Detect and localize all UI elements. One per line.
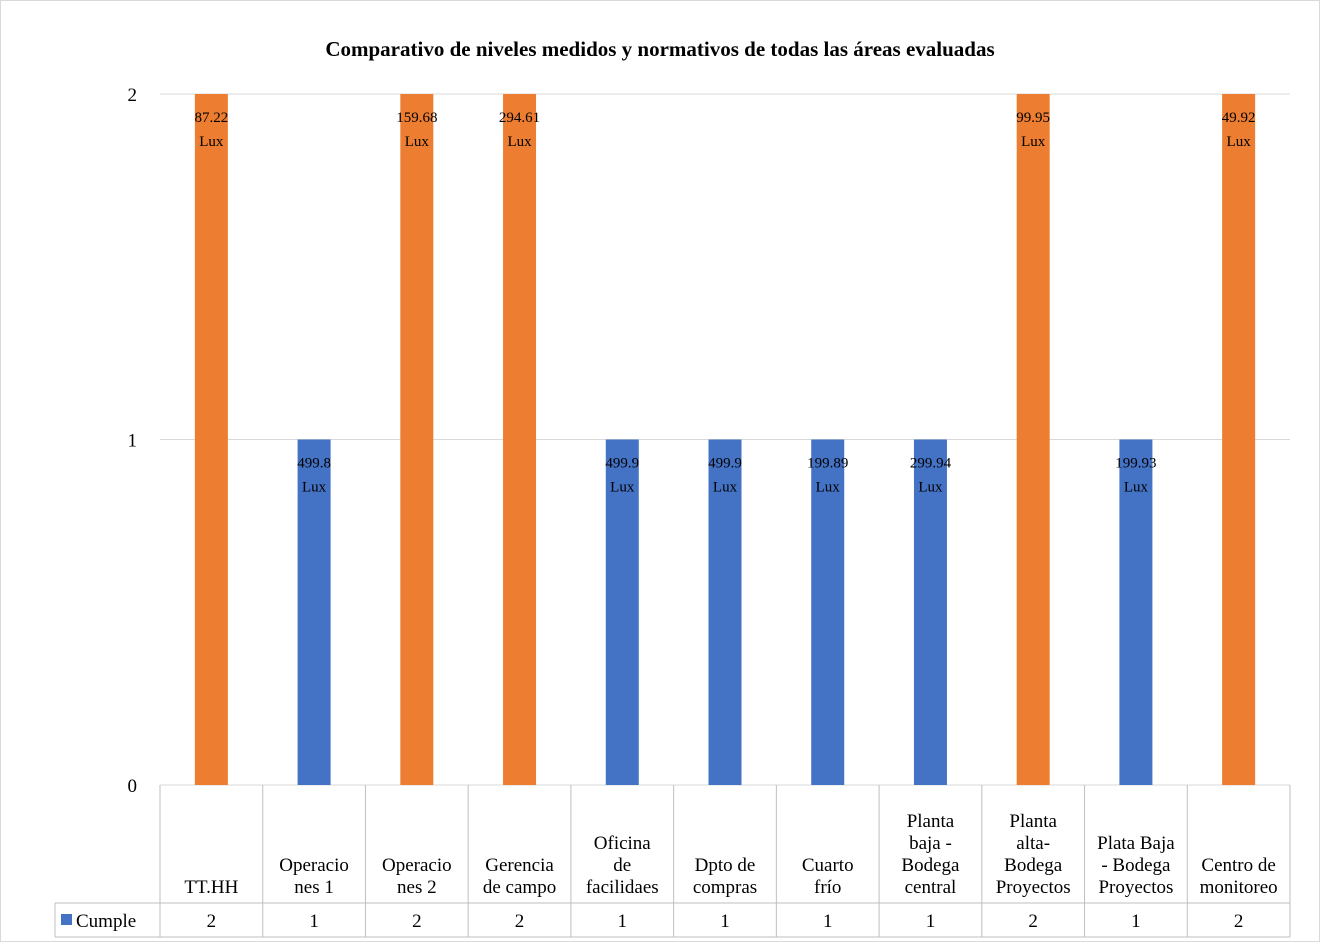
bar — [297, 439, 331, 785]
data-label-unit: Lux — [918, 480, 943, 496]
y-tick-label: 2 — [128, 85, 138, 106]
category-label: nes 2 — [397, 877, 437, 898]
data-label-value: 294.61 — [499, 110, 540, 126]
category-label: central — [905, 877, 957, 898]
bar — [605, 439, 639, 785]
data-label-value: 499.9 — [605, 456, 639, 472]
table-value: 1 — [1131, 911, 1141, 932]
bar — [194, 94, 228, 785]
y-axis-ticks: 0 1 2 — [128, 85, 138, 797]
category-label: compras — [693, 877, 757, 898]
data-label-value: 49.92 — [1222, 110, 1256, 126]
data-label-unit: Lux — [507, 134, 532, 150]
category-label: Bodega — [1004, 855, 1063, 876]
legend-key-label: Cumple — [76, 911, 136, 932]
table-value: 2 — [1028, 911, 1038, 932]
chart-title: Comparativo de niveles medidos y normati… — [325, 37, 994, 61]
category-label: monitoreo — [1200, 877, 1278, 898]
bar — [503, 94, 537, 785]
bar — [913, 439, 947, 785]
category-label: nes 1 — [294, 877, 334, 898]
category-label: Operacio — [382, 855, 452, 876]
data-label-value: 499.9 — [708, 456, 742, 472]
data-label-unit: Lux — [302, 480, 327, 496]
category-label: de — [613, 855, 631, 876]
data-label-value: 299.94 — [910, 456, 952, 472]
table-value: 2 — [515, 911, 525, 932]
table-value: 2 — [412, 911, 422, 932]
category-label: Bodega — [901, 855, 960, 876]
data-label-value: 199.89 — [807, 456, 848, 472]
category-label: Gerencia — [485, 855, 554, 876]
bars — [194, 94, 1256, 785]
bar — [1222, 94, 1256, 785]
data-label-unit: Lux — [1227, 134, 1252, 150]
category-label: Operacio — [279, 855, 349, 876]
data-labels: 87.22 Lux 499.8 Lux 159.68 Lux 294.61 Lux 499.9 L… — [194, 110, 1255, 496]
table-value: 2 — [1234, 911, 1244, 932]
data-label-value: 159.68 — [396, 110, 437, 126]
data-label-unit: Lux — [610, 480, 635, 496]
data-label-unit: Lux — [713, 480, 738, 496]
category-label: frío — [814, 877, 841, 898]
data-label-unit: Lux — [199, 134, 224, 150]
data-label-value: 199.93 — [1115, 456, 1156, 472]
category-label: facilidaes — [586, 877, 659, 898]
category-label: Centro de — [1201, 855, 1275, 876]
data-label-unit: Lux — [816, 480, 841, 496]
category-label: Dpto de — [695, 855, 756, 876]
bar — [708, 439, 742, 785]
category-label: alta- — [1016, 833, 1050, 854]
bar — [1119, 439, 1153, 785]
data-label-value: 99.95 — [1016, 110, 1050, 126]
bar — [1016, 94, 1050, 785]
category-label: baja - — [909, 833, 952, 854]
data-label-unit: Lux — [1021, 134, 1046, 150]
category-label: de campo — [483, 877, 556, 898]
table-value: 1 — [720, 911, 730, 932]
data-label-unit: Lux — [405, 134, 430, 150]
category-label: - Bodega — [1101, 855, 1171, 876]
data-label-unit: Lux — [1124, 480, 1149, 496]
bar — [811, 439, 845, 785]
bar — [400, 94, 434, 785]
table-value: 1 — [823, 911, 833, 932]
y-tick-label: 1 — [128, 431, 138, 452]
table-value: 1 — [926, 911, 936, 932]
table-value: 1 — [309, 911, 319, 932]
legend-key-swatch — [61, 914, 72, 925]
category-label: Oficina — [594, 833, 652, 854]
category-label: Proyectos — [996, 877, 1071, 898]
table-value: 1 — [618, 911, 628, 932]
category-label: Planta — [907, 811, 955, 832]
category-label: TT.HH — [184, 877, 238, 898]
category-label: Proyectos — [1098, 877, 1173, 898]
y-tick-label: 0 — [128, 776, 138, 797]
category-label: Cuarto — [802, 855, 854, 876]
data-label-value: 87.22 — [194, 110, 228, 126]
category-label: Plata Baja — [1097, 833, 1175, 854]
data-label-value: 499.8 — [297, 456, 331, 472]
table-value: 2 — [207, 911, 217, 932]
category-label: Planta — [1009, 811, 1057, 832]
